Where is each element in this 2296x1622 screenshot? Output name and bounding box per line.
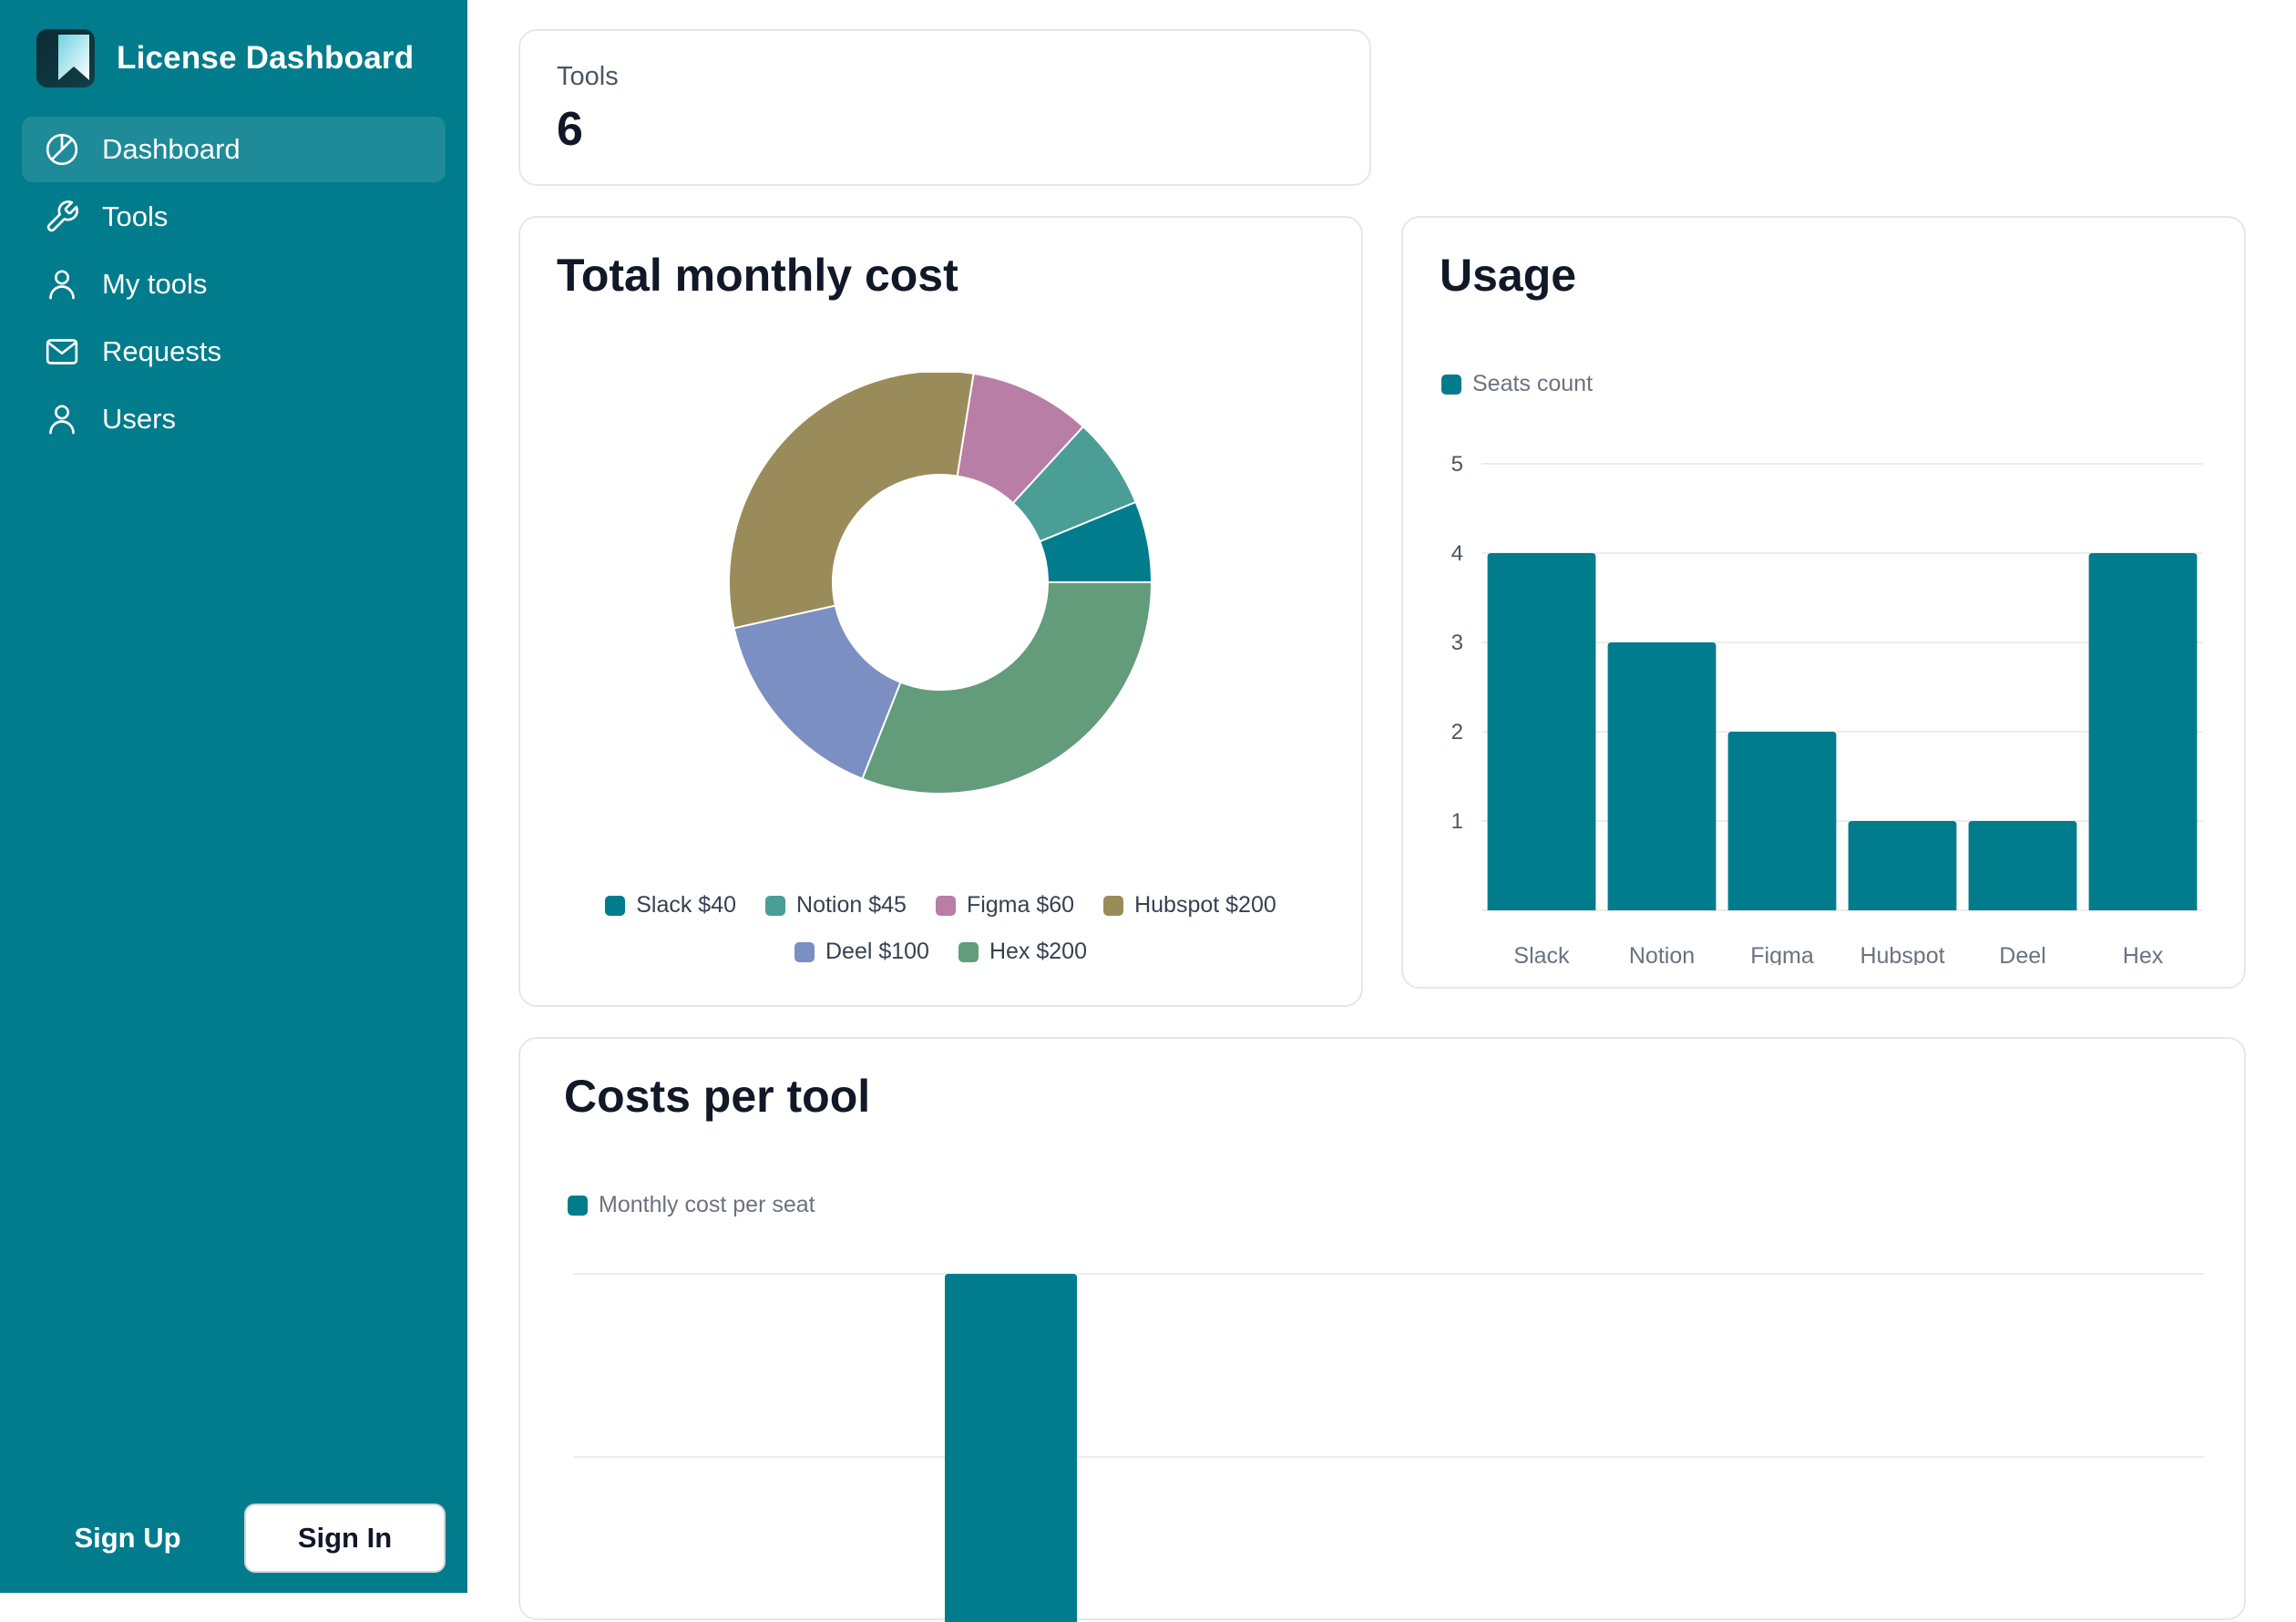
bar-hex[interactable] bbox=[2088, 553, 2198, 910]
usage-bar-chart: 1 2 3 4 5 Slack Notion Figma Hubspot Deel Hex bbox=[1451, 452, 2203, 965]
y-tick-label: 2 bbox=[1451, 720, 1463, 744]
bar-figma[interactable] bbox=[1727, 732, 1837, 910]
card-title: Total monthly cost bbox=[557, 250, 958, 301]
tools-stat-card: Tools 6 bbox=[518, 29, 1371, 186]
user-icon bbox=[44, 401, 80, 437]
legend-swatch bbox=[794, 941, 815, 962]
usage-legend: Seats count bbox=[1441, 371, 1593, 397]
auth-actions: Sign Up Sign In bbox=[0, 1504, 467, 1573]
donut-slice-hubspot[interactable] bbox=[728, 373, 975, 630]
legend-swatch bbox=[765, 895, 786, 916]
total-cost-card: Total monthly cost Slack $40 Notion $45 Fi… bbox=[518, 216, 1363, 1007]
mail-icon bbox=[44, 334, 80, 370]
bar-deel[interactable] bbox=[1968, 821, 2077, 910]
donut-slice-deel[interactable] bbox=[733, 604, 902, 780]
y-tick-label: 4 bbox=[1451, 541, 1463, 566]
legend-item[interactable]: Figma $60 bbox=[935, 892, 1075, 919]
sidebar-item-tools[interactable]: Tools bbox=[22, 184, 446, 250]
card-title: Costs per tool bbox=[564, 1071, 871, 1122]
sidebar-item-my-tools[interactable]: My tools bbox=[22, 252, 446, 317]
legend-label: Monthly cost per seat bbox=[599, 1192, 815, 1217]
sidebar-nav: Dashboard Tools My tools bbox=[22, 117, 446, 454]
legend-label: Figma $60 bbox=[966, 892, 1075, 918]
sign-up-button[interactable]: Sign Up bbox=[74, 1522, 181, 1554]
legend-item[interactable]: Slack $40 bbox=[605, 892, 736, 919]
legend-label: Deel $100 bbox=[825, 939, 929, 964]
legend-label: Notion $45 bbox=[796, 892, 907, 918]
sidebar-item-label: My tools bbox=[102, 268, 208, 300]
legend-item[interactable]: Hubspot $200 bbox=[1103, 892, 1276, 919]
legend-swatch bbox=[1103, 895, 1124, 916]
sidebar-item-label: Dashboard bbox=[102, 133, 241, 165]
cost-per-seat-legend: Monthly cost per seat bbox=[568, 1192, 815, 1218]
x-tick-label: Figma bbox=[1750, 943, 1814, 965]
user-icon bbox=[44, 266, 80, 303]
wrench-icon bbox=[44, 199, 80, 235]
usage-card: Usage Seats count 1 2 3 4 5 Slack Notion Figma H… bbox=[1401, 216, 2246, 989]
bar-notion[interactable] bbox=[1607, 642, 1717, 910]
card-title: Usage bbox=[1440, 250, 1577, 301]
y-tick-label: 3 bbox=[1451, 631, 1463, 655]
costs-per-tool-card: Costs per tool Monthly cost per seat bbox=[518, 1037, 2246, 1622]
bar-slack[interactable] bbox=[1487, 553, 1596, 910]
x-tick-label: Slack bbox=[1513, 943, 1570, 965]
stat-label: Tools bbox=[557, 62, 619, 91]
app-title: License Dashboard bbox=[117, 40, 415, 76]
bar-hubspot[interactable] bbox=[1848, 821, 1957, 910]
legend-item[interactable]: Notion $45 bbox=[765, 892, 907, 919]
sidebar-item-label: Requests bbox=[102, 335, 221, 367]
sidebar-item-label: Users bbox=[102, 403, 176, 435]
legend-item[interactable]: Deel $100 bbox=[794, 939, 929, 965]
y-tick-label: 1 bbox=[1451, 809, 1463, 834]
sidebar-item-dashboard[interactable]: Dashboard bbox=[22, 117, 446, 182]
legend-item[interactable]: Hex $200 bbox=[958, 939, 1087, 965]
legend-swatch bbox=[605, 895, 626, 916]
legend-label: Hubspot $200 bbox=[1134, 892, 1276, 918]
legend-swatch bbox=[935, 895, 956, 916]
app-logo bbox=[36, 29, 95, 87]
legend-swatch bbox=[958, 941, 979, 962]
brand[interactable]: License Dashboard bbox=[36, 28, 414, 88]
x-tick-label: Notion bbox=[1629, 943, 1695, 965]
costs-per-tool-bar-chart bbox=[573, 1273, 2204, 1622]
donut-chart bbox=[728, 373, 1153, 795]
x-tick-label: Hex bbox=[2123, 943, 2164, 965]
sidebar-item-requests[interactable]: Requests bbox=[22, 319, 446, 385]
legend-label: Hex $200 bbox=[989, 939, 1087, 964]
cost-bar[interactable] bbox=[945, 1274, 1077, 1622]
sidebar-item-label: Tools bbox=[102, 200, 169, 232]
sign-in-button[interactable]: Sign In bbox=[244, 1504, 446, 1573]
sidebar-item-users[interactable]: Users bbox=[22, 386, 446, 452]
pie-chart-icon bbox=[44, 131, 80, 168]
legend-label: Seats count bbox=[1472, 371, 1594, 396]
x-tick-label: Hubspot bbox=[1860, 943, 1944, 965]
legend-swatch bbox=[1441, 374, 1461, 395]
legend-swatch bbox=[568, 1195, 588, 1216]
y-tick-label: 5 bbox=[1451, 452, 1463, 477]
donut-slice-hex[interactable] bbox=[861, 581, 1153, 795]
stat-value: 6 bbox=[557, 103, 583, 156]
sidebar: License Dashboard Dashboard Tools bbox=[0, 0, 467, 1593]
legend-label: Slack $40 bbox=[636, 892, 737, 918]
donut-legend: Slack $40 Notion $45 Figma $60 Hubspot $200… bbox=[520, 892, 1361, 985]
x-tick-label: Deel bbox=[1999, 943, 2045, 965]
